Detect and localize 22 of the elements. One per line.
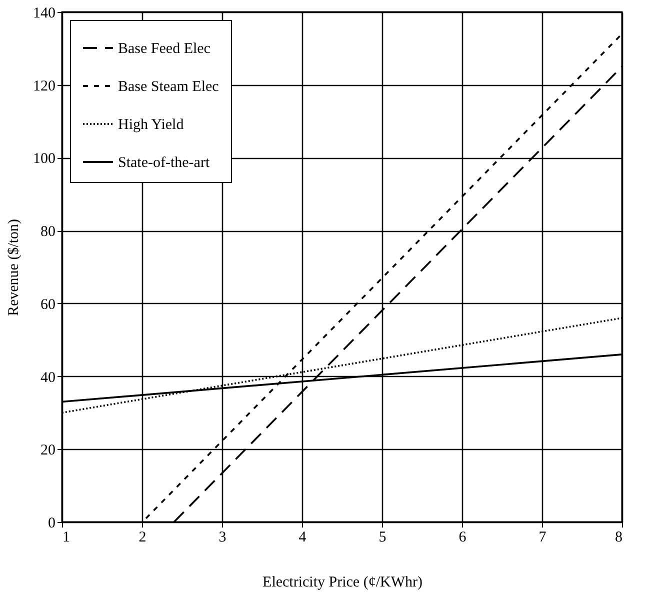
x-axis-title: Electricity Price (¢/KWhr) [262, 574, 422, 590]
x-tick-label: 8 [615, 530, 622, 546]
y-tick-label: 140 [33, 6, 56, 22]
legend-label: High Yield [118, 117, 184, 133]
x-tick-label: 3 [218, 530, 226, 546]
legend-label: Base Feed Elec [118, 41, 211, 57]
x-tick-label: 7 [538, 530, 547, 546]
y-tick-label: 100 [33, 151, 56, 168]
y-tick-label: 40 [40, 370, 56, 386]
x-tick-label: 6 [458, 530, 467, 546]
x-tick-label: 2 [138, 530, 146, 546]
y-tick-label: 60 [40, 296, 56, 313]
legend-label: Base Steam Elec [118, 79, 220, 95]
y-tick-label: 20 [40, 442, 56, 459]
legend-label: State-of-the-art [118, 155, 210, 171]
x-tick-label: 4 [298, 530, 307, 546]
y-tick-label: 0 [48, 516, 56, 532]
x-tick-label: 1 [62, 530, 70, 546]
y-tick-label: 80 [40, 224, 56, 240]
y-axis-title: Revenue ($/ton) [6, 218, 22, 316]
x-tick-label: 5 [378, 530, 386, 546]
y-tick-label: 120 [33, 78, 56, 94]
